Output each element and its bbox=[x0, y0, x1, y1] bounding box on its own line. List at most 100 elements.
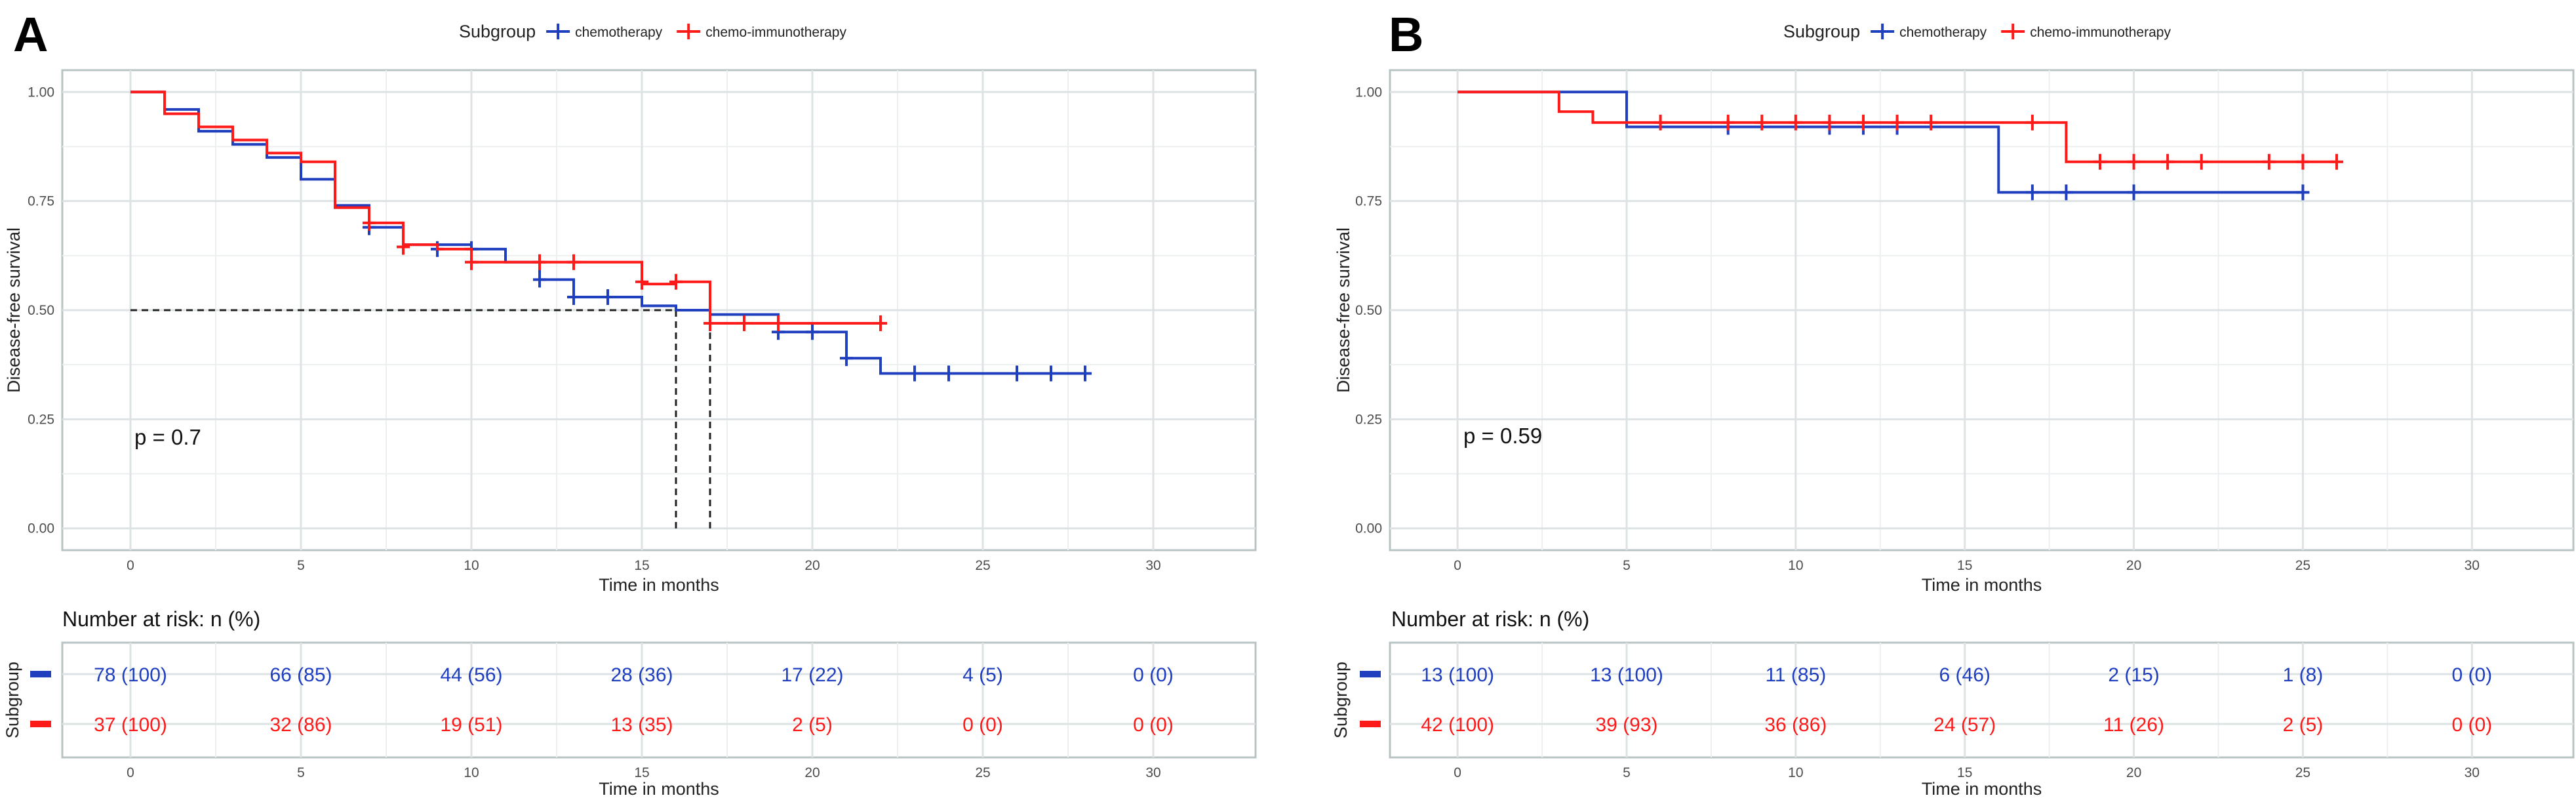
x-tick-label: 20 bbox=[2126, 558, 2141, 573]
risk-y-axis-title: Subgroup bbox=[3, 662, 22, 738]
legend-key-1 bbox=[2001, 24, 2025, 39]
risk-cell: 66 (85) bbox=[269, 664, 332, 686]
risk-cell: 0 (0) bbox=[962, 714, 1003, 736]
risk-x-tick-label: 20 bbox=[804, 765, 820, 780]
censor-mark bbox=[1924, 114, 1938, 130]
risk-cell: 13 (100) bbox=[1590, 664, 1663, 686]
risk-x-tick-label: 30 bbox=[1145, 765, 1160, 780]
risk-table-area bbox=[61, 641, 1257, 759]
legend-key-0 bbox=[1871, 24, 1895, 39]
risk-x-tick-label: 15 bbox=[634, 765, 649, 780]
risk-row-color-key bbox=[30, 721, 51, 727]
legend: Subgroup chemotherapy chemo-immunotherapy bbox=[459, 22, 846, 41]
y-tick-label: 0.75 bbox=[1355, 194, 1382, 209]
risk-cell: 2 (5) bbox=[2283, 714, 2324, 736]
risk-cell: 32 (86) bbox=[269, 714, 332, 736]
y-tick-label: 0.75 bbox=[28, 194, 54, 209]
censor-mark bbox=[874, 315, 887, 331]
risk-x-tick-label: 0 bbox=[127, 765, 134, 780]
risk-row-color-key bbox=[1360, 671, 1381, 677]
risk-cell: 2 (5) bbox=[792, 714, 833, 736]
risk-cell: 78 (100) bbox=[94, 664, 167, 686]
panel-a: A Subgroup chemotherapy chemo-immunotherapy… bbox=[3, 7, 1257, 799]
y-tick-label: 0.25 bbox=[28, 412, 54, 427]
risk-x-tick-label: 25 bbox=[2295, 765, 2310, 780]
censor-mark bbox=[2262, 153, 2276, 170]
survival-curve bbox=[1457, 90, 2337, 163]
censor-mark bbox=[806, 324, 819, 340]
censor-mark bbox=[601, 289, 614, 306]
censor-mark bbox=[1721, 114, 1735, 130]
risk-x-tick-label: 0 bbox=[1454, 765, 1461, 780]
risk-cell: 39 (93) bbox=[1595, 714, 1657, 736]
risk-table-title: Number at risk: n (%) bbox=[1391, 607, 1589, 631]
gridlines bbox=[62, 70, 1256, 550]
risk-x-tick-label: 10 bbox=[464, 765, 479, 780]
censor-mark bbox=[1755, 114, 1769, 130]
p-value: p = 0.59 bbox=[1463, 424, 1542, 448]
risk-cell: 0 (0) bbox=[2451, 714, 2492, 736]
censor-mark bbox=[1890, 114, 1904, 130]
legend-label: chemo-immunotherapy bbox=[2030, 25, 2171, 40]
x-tick-label: 25 bbox=[2295, 558, 2310, 573]
censor-mark bbox=[533, 254, 546, 270]
censor-mark bbox=[908, 365, 921, 382]
risk-cell: 28 (36) bbox=[610, 664, 673, 686]
risk-table: Number at risk: n (%) 13 (100) 13 (100) 11 … bbox=[1331, 607, 2575, 799]
x-axis-title: Time in months bbox=[1922, 575, 2042, 595]
censor-mark bbox=[1789, 114, 1802, 130]
y-tick-label: 0.25 bbox=[1355, 412, 1382, 427]
legend-key-1 bbox=[677, 24, 701, 39]
censor-mark bbox=[2296, 153, 2310, 170]
y-tick-label: 0.50 bbox=[28, 303, 54, 318]
censor-mark bbox=[669, 273, 683, 290]
risk-x-tick-label: 5 bbox=[1623, 765, 1631, 780]
risk-x-tick-label: 20 bbox=[2126, 765, 2141, 780]
series-1 bbox=[1457, 90, 2343, 170]
censor-mark bbox=[397, 239, 410, 255]
risk-x-tick-label: 10 bbox=[1788, 765, 1803, 780]
risk-row-color-key bbox=[1360, 721, 1381, 727]
risk-cell: 42 (100) bbox=[1421, 714, 1494, 736]
p-value: p = 0.7 bbox=[134, 425, 201, 449]
y-tick-label: 0.00 bbox=[1355, 521, 1382, 536]
risk-cell: 24 (57) bbox=[1933, 714, 1996, 736]
censor-mark bbox=[1857, 114, 1870, 130]
panel-letter: A bbox=[13, 7, 48, 62]
legend-title: Subgroup bbox=[459, 22, 536, 41]
median-lines bbox=[130, 309, 711, 529]
x-tick-label: 5 bbox=[297, 558, 305, 573]
risk-cell: 13 (100) bbox=[1421, 664, 1494, 686]
risk-cell: 37 (100) bbox=[94, 714, 167, 736]
risk-x-tick-label: 25 bbox=[975, 765, 990, 780]
legend-title: Subgroup bbox=[1783, 22, 1860, 41]
legend-key-0 bbox=[546, 24, 570, 39]
y-axis-title: Disease-free survival bbox=[1334, 228, 1353, 393]
risk-x-tick-label: 30 bbox=[2465, 765, 2480, 780]
y-tick-label: 0.00 bbox=[28, 521, 54, 536]
x-tick-label: 30 bbox=[1145, 558, 1160, 573]
x-tick-label: 5 bbox=[1623, 558, 1631, 573]
risk-cell: 11 (26) bbox=[2103, 714, 2164, 736]
series-1 bbox=[130, 90, 887, 331]
censor-mark bbox=[1823, 114, 1836, 130]
legend-label: chemo-immunotherapy bbox=[705, 25, 846, 40]
panel-b: B Subgroup chemotherapy chemo-immunotherapy… bbox=[1331, 7, 2575, 799]
censor-mark bbox=[2194, 153, 2208, 170]
censor-mark bbox=[2025, 114, 2039, 130]
x-tick-label: 10 bbox=[464, 558, 479, 573]
censor-mark bbox=[635, 273, 648, 290]
x-axis-title: Time in months bbox=[599, 575, 719, 595]
risk-cell: 0 (0) bbox=[2451, 664, 2492, 686]
censor-mark bbox=[2093, 153, 2107, 170]
risk-x-axis-title: Time in months bbox=[599, 779, 719, 799]
risk-x-tick-label: 5 bbox=[297, 765, 305, 780]
y-tick-label: 1.00 bbox=[28, 85, 54, 100]
x-tick-label: 15 bbox=[634, 558, 649, 573]
censor-mark bbox=[2296, 184, 2310, 201]
risk-cell: 6 (46) bbox=[1939, 664, 1991, 686]
risk-row-color-key bbox=[30, 671, 51, 677]
censor-mark bbox=[703, 315, 717, 331]
y-tick-label: 1.00 bbox=[1355, 85, 1382, 100]
